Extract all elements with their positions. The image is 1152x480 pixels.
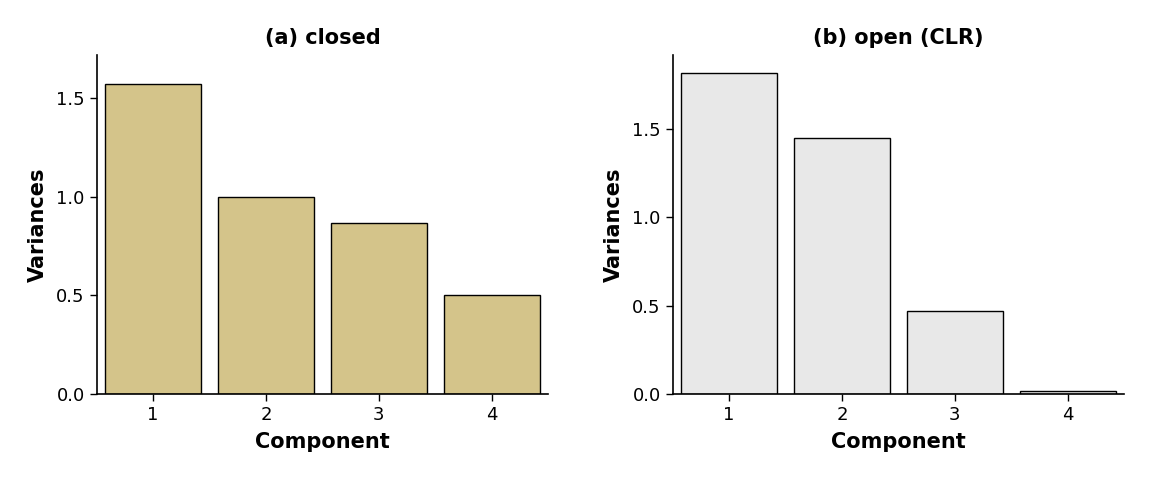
Bar — [444, 296, 540, 394]
Bar — [681, 72, 776, 394]
X-axis label: Component: Component — [255, 432, 389, 452]
Title: (a) closed: (a) closed — [265, 28, 380, 48]
Bar — [331, 223, 427, 394]
X-axis label: Component: Component — [831, 432, 965, 452]
Y-axis label: Variances: Variances — [28, 167, 47, 282]
Bar — [1020, 391, 1116, 394]
Bar — [105, 84, 200, 394]
Y-axis label: Variances: Variances — [604, 167, 623, 282]
Bar — [218, 197, 313, 394]
Bar — [907, 311, 1003, 394]
Title: (b) open (CLR): (b) open (CLR) — [813, 28, 984, 48]
Bar — [794, 138, 889, 394]
